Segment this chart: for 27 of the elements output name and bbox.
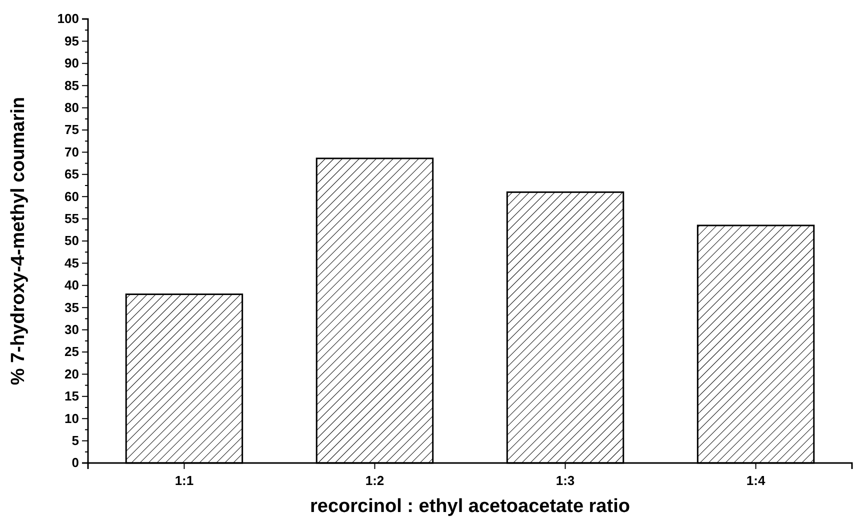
y-tick-label: 80 (64, 100, 79, 115)
x-tick-label: 1:3 (556, 473, 575, 488)
y-tick-label: 35 (64, 300, 79, 315)
y-tick-label: 90 (64, 56, 79, 71)
y-tick-label: 95 (64, 33, 79, 48)
x-tick-label: 1:1 (174, 473, 194, 488)
y-tick-label: 85 (64, 78, 79, 93)
y-tick-label: 0 (72, 455, 79, 470)
y-tick-label: 20 (64, 366, 79, 382)
y-tick-label: 60 (64, 188, 79, 204)
x-tick-label: 1:4 (746, 473, 766, 488)
y-tick-label: 45 (64, 255, 79, 270)
y-tick-label: 30 (64, 322, 79, 337)
y-tick-label: 100 (57, 11, 79, 26)
y-tick-label: 5 (72, 432, 79, 448)
y-tick-label: 55 (64, 210, 79, 226)
x-axis-title: recorcinol : ethyl acetoacetate ratio (310, 496, 630, 517)
y-tick-label: 70 (64, 144, 79, 160)
y-tick-label: 40 (64, 278, 79, 293)
y-tick-label: 25 (64, 344, 79, 360)
y-tick-label: 65 (64, 166, 79, 182)
x-tick-label: 1:2 (365, 473, 384, 488)
y-tick-label: 75 (64, 122, 79, 138)
y-axis-title: % 7-hydroxy-4-methyl coumarin (8, 96, 29, 386)
y-tick-label: 15 (64, 388, 79, 404)
y-tick-label: 10 (64, 410, 79, 426)
y-tick-label: 50 (64, 233, 79, 248)
